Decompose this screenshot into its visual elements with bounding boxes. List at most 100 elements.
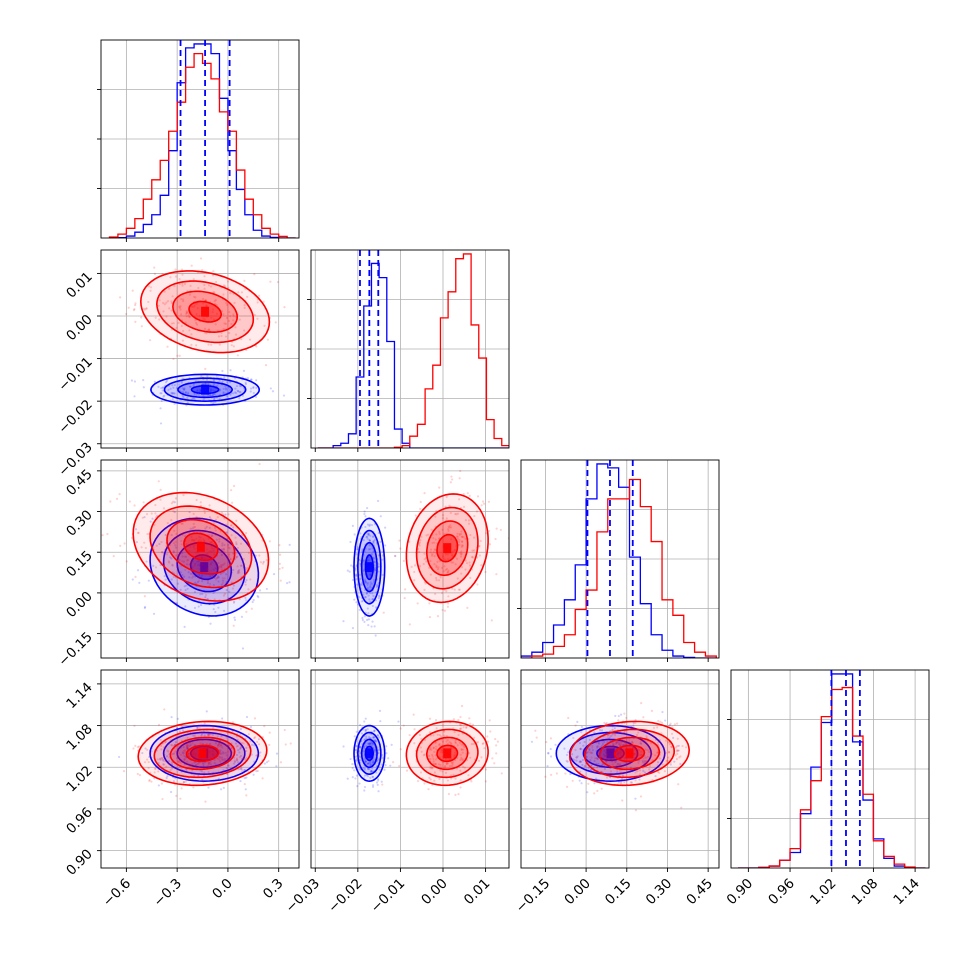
scatter-point-red bbox=[246, 770, 249, 773]
y-tick-label-2-0: −0.15 bbox=[55, 629, 96, 670]
scatter-point-red bbox=[232, 484, 236, 488]
scatter-point-red bbox=[458, 543, 461, 546]
scatter-point-red bbox=[459, 555, 463, 558]
scatter-point-red bbox=[665, 760, 668, 763]
scatter-point-blue bbox=[211, 753, 214, 756]
scatter-point-red bbox=[106, 532, 109, 536]
scatter-point-blue bbox=[364, 729, 367, 732]
scatter-point-blue bbox=[225, 531, 228, 534]
scatter-point-red bbox=[634, 809, 638, 812]
scatter-point-red bbox=[209, 517, 212, 520]
scatter-point-blue bbox=[202, 763, 205, 766]
scatter-point-red bbox=[209, 755, 212, 758]
scatter-point-red bbox=[203, 531, 206, 534]
scatter-point-red bbox=[165, 301, 168, 304]
scatter-point-red bbox=[458, 532, 461, 536]
scatter-point-red bbox=[198, 507, 201, 511]
scatter-point-red bbox=[623, 756, 626, 759]
scatter-point-red bbox=[479, 539, 482, 543]
scatter-point-blue bbox=[165, 776, 168, 780]
scatter-point-blue bbox=[637, 748, 640, 752]
scatter-point-blue bbox=[220, 734, 223, 738]
scatter-point-blue bbox=[239, 385, 242, 388]
scatter-point-red bbox=[180, 297, 183, 301]
scatter-point-red bbox=[398, 764, 401, 768]
contour-line-red bbox=[137, 720, 268, 787]
x-tick-label-3-4: 1.14 bbox=[890, 876, 923, 909]
scatter-point-red bbox=[437, 566, 440, 569]
scatter-point-blue bbox=[368, 762, 371, 765]
scatter-point-blue bbox=[182, 388, 186, 391]
scatter-point-red bbox=[255, 754, 258, 757]
scatter-point-red bbox=[185, 744, 188, 747]
scatter-point-red bbox=[198, 314, 201, 318]
scatter-point-blue bbox=[359, 724, 362, 727]
scatter-point-red bbox=[218, 538, 221, 541]
scatter-point-red bbox=[137, 531, 140, 534]
scatter-point-red bbox=[460, 724, 463, 727]
scatter-point-red bbox=[428, 731, 431, 734]
scatter-point-red bbox=[471, 549, 474, 552]
scatter-point-blue bbox=[182, 752, 185, 755]
scatter-point-blue bbox=[378, 595, 381, 598]
scatter-point-blue bbox=[193, 398, 196, 401]
scatter-point-red bbox=[473, 736, 476, 739]
scatter-point-blue bbox=[213, 392, 216, 396]
scatter-point-red bbox=[163, 303, 166, 306]
scatter-point-red bbox=[464, 519, 467, 522]
scatter-point-red bbox=[429, 548, 433, 551]
scatter-point-blue bbox=[183, 388, 186, 391]
scatter-point-red bbox=[671, 726, 674, 729]
scatter-point-red bbox=[223, 577, 226, 580]
density-peak-blue bbox=[365, 748, 374, 759]
scatter-point-blue bbox=[372, 736, 375, 739]
scatter-point-blue bbox=[181, 573, 184, 577]
scatter-point-red bbox=[618, 771, 622, 774]
scatter-point-blue bbox=[617, 752, 620, 755]
scatter-point-red bbox=[461, 759, 465, 762]
scatter-point-red bbox=[205, 742, 209, 745]
scatter-point-red bbox=[613, 732, 617, 735]
scatter-point-red bbox=[434, 515, 437, 518]
scatter-point-blue bbox=[355, 730, 358, 733]
hist-panel-3-content bbox=[731, 670, 929, 868]
scatter-point-red bbox=[258, 462, 261, 466]
scatter-point-red bbox=[202, 780, 205, 783]
scatter-point-blue bbox=[199, 388, 202, 391]
scatter-point-blue bbox=[189, 385, 192, 388]
scatter-point-red bbox=[122, 770, 126, 773]
scatter-point-red bbox=[675, 750, 678, 753]
scatter-point-blue bbox=[167, 388, 170, 392]
scatter-point-red bbox=[175, 326, 178, 329]
scatter-point-red bbox=[477, 759, 481, 762]
scatter-point-red bbox=[435, 745, 438, 748]
scatter-point-red bbox=[257, 743, 261, 746]
scatter-point-blue bbox=[379, 540, 382, 544]
scatter-point-blue bbox=[368, 767, 371, 771]
scatter-point-red bbox=[623, 731, 626, 734]
scatter-point-blue bbox=[238, 747, 242, 751]
scatter-point-red bbox=[603, 721, 606, 724]
scatter-point-blue bbox=[200, 770, 204, 773]
scatter-point-red bbox=[146, 748, 149, 751]
scatter-point-blue bbox=[171, 564, 174, 567]
scatter-point-blue bbox=[576, 720, 579, 723]
scatter-point-red bbox=[193, 547, 196, 550]
scatter-point-red bbox=[447, 595, 450, 598]
contour-line-red bbox=[426, 520, 469, 577]
scatter-point-red bbox=[184, 757, 187, 761]
y-tick-label-3-4: 1.14 bbox=[63, 679, 96, 712]
contour-line-red bbox=[153, 728, 252, 779]
scatter-point-red bbox=[125, 560, 128, 563]
scatter-point-red bbox=[198, 516, 201, 520]
scatter-point-red bbox=[430, 554, 434, 557]
scatter-point-blue bbox=[629, 766, 632, 769]
scatter-point-red bbox=[213, 300, 216, 303]
scatter-point-blue bbox=[213, 762, 216, 765]
scatter-point-blue bbox=[263, 762, 266, 765]
scatter-point-blue bbox=[367, 742, 371, 745]
scatter-point-blue bbox=[224, 387, 228, 390]
scatter-point-red bbox=[618, 743, 621, 746]
scatter-point-red bbox=[412, 713, 415, 716]
scatter-point-red bbox=[423, 588, 426, 591]
